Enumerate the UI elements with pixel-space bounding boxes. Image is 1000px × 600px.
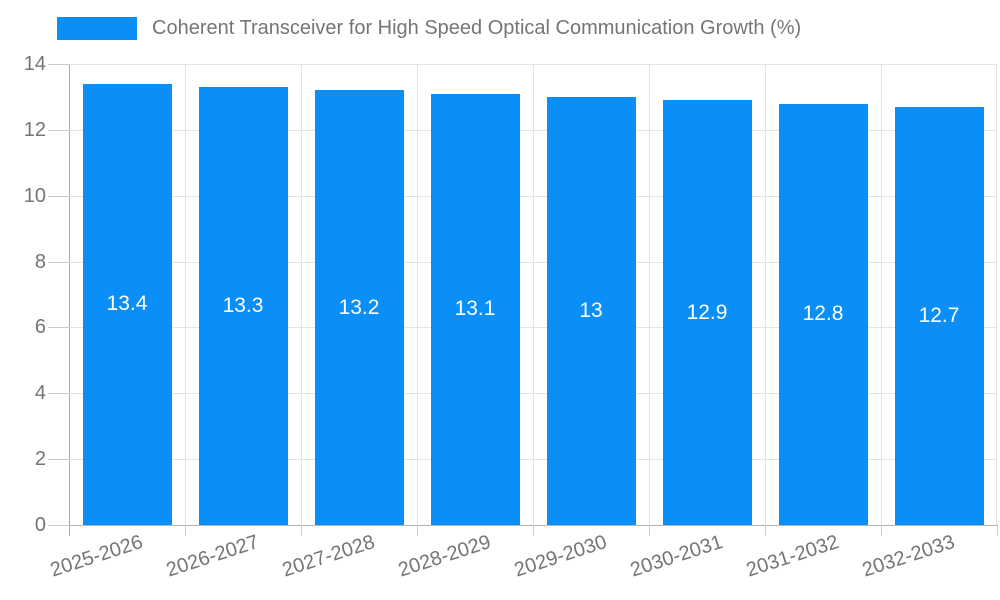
y-tick-mark xyxy=(48,459,69,461)
gridline-vertical xyxy=(301,64,302,525)
bar: 12.9 xyxy=(662,100,752,525)
gridline-vertical xyxy=(881,64,882,525)
x-axis-label: 2027-2028 xyxy=(280,531,378,582)
x-tick-mark xyxy=(649,525,650,536)
x-axis-label: 2032-2033 xyxy=(860,531,958,582)
y-axis-label: 0 xyxy=(34,514,46,536)
x-tick-mark xyxy=(417,525,418,536)
gridline-vertical xyxy=(996,64,997,525)
x-tick-mark xyxy=(301,525,302,536)
bar: 13.2 xyxy=(314,90,404,525)
gridline-vertical xyxy=(417,64,418,525)
bar: 12.8 xyxy=(778,103,868,525)
legend: Coherent Transceiver for High Speed Opti… xyxy=(57,16,801,40)
gridline-vertical xyxy=(649,64,650,525)
x-axis-label: 2026-2027 xyxy=(164,531,262,582)
y-axis-label: 2 xyxy=(34,448,46,471)
bar-value-label: 13.2 xyxy=(338,295,380,319)
x-tick-mark xyxy=(185,525,186,536)
y-axis-label: 4 xyxy=(34,382,46,405)
gridline-vertical xyxy=(185,64,186,525)
bar: 13 xyxy=(546,96,636,525)
x-axis-label: 2030-2031 xyxy=(628,531,726,582)
bar-value-label: 12.9 xyxy=(686,300,728,324)
y-tick-mark xyxy=(48,327,69,329)
bar: 13.4 xyxy=(82,83,172,525)
y-axis-label: 14 xyxy=(23,53,46,75)
plot-area: 13.4 13.3 13.2 13.1 13 12.9 12.8 12.7 xyxy=(69,64,997,525)
legend-swatch xyxy=(57,16,137,40)
bar-value-label: 13.4 xyxy=(106,292,148,316)
bar-value-label: 12.7 xyxy=(918,303,960,327)
x-axis-label: 2028-2029 xyxy=(396,531,494,582)
legend-label: Coherent Transceiver for High Speed Opti… xyxy=(152,16,802,39)
x-tick-mark xyxy=(765,525,766,536)
x-axis-label: 2025-2026 xyxy=(48,531,146,582)
y-tick-mark xyxy=(48,525,69,526)
bar: 12.7 xyxy=(894,106,984,525)
bar: 13.3 xyxy=(198,87,288,525)
x-tick-mark xyxy=(533,525,534,536)
gridline-vertical xyxy=(765,64,766,525)
y-tick-mark xyxy=(48,393,69,395)
bar-value-label: 13.3 xyxy=(222,294,264,318)
x-tick-mark xyxy=(881,525,882,536)
x-axis-label: 2031-2032 xyxy=(744,531,842,582)
bar-value-label: 12.8 xyxy=(802,302,844,326)
y-axis-label: 8 xyxy=(34,250,46,273)
bar-value-label: 13 xyxy=(579,298,603,322)
y-axis-line xyxy=(69,64,70,536)
y-axis-label: 12 xyxy=(23,118,46,141)
y-tick-mark xyxy=(48,129,69,131)
y-tick-mark xyxy=(48,195,69,197)
x-tick-mark xyxy=(997,525,998,536)
y-axis-label: 6 xyxy=(34,316,46,339)
y-tick-mark xyxy=(48,261,69,263)
bar-value-label: 13.1 xyxy=(454,297,496,321)
y-axis-label: 10 xyxy=(23,184,46,207)
gridline-vertical xyxy=(533,64,534,525)
x-axis-label: 2029-2030 xyxy=(512,531,610,582)
bar: 13.1 xyxy=(430,93,520,525)
y-tick-mark xyxy=(48,64,69,65)
